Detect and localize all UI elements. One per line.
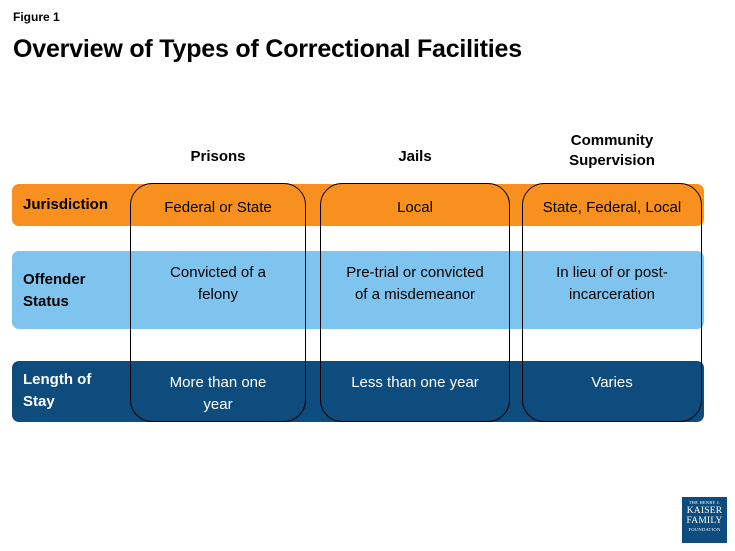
logo-line-4: FOUNDATION <box>688 527 721 532</box>
kaiser-family-foundation-logo: THE HENRY J. KAISER FAMILY FOUNDATION <box>682 497 727 543</box>
cell-length-of-stay-prisons: More than one year <box>169 374 267 413</box>
row-band-jurisdiction <box>12 184 704 226</box>
row-band-offender-status <box>12 251 704 329</box>
column-header-community-supervision: Community Supervision <box>569 132 655 169</box>
logo-line-1: THE HENRY J. <box>688 500 721 505</box>
row-band-length-of-stay <box>12 361 704 422</box>
column-header-prisons: Prisons <box>190 148 246 165</box>
cell-jurisdiction-community: State, Federal, Local <box>542 199 682 216</box>
row-label-jurisdiction: Jurisdiction <box>23 196 109 213</box>
page-title: Overview of Types of Correctional Facili… <box>13 35 522 63</box>
logo-line-2: KAISER <box>686 506 723 516</box>
column-outline-jails <box>320 183 510 422</box>
column-header-jails: Jails <box>398 148 432 165</box>
cell-length-of-stay-jails: Less than one year <box>351 374 479 391</box>
cell-jurisdiction-prisons: Federal or State <box>164 199 272 216</box>
cell-offender-status-jails: Pre-trial or convicted of a misdemeanor <box>346 264 484 303</box>
figure-label: Figure 1 <box>13 10 60 24</box>
cell-jurisdiction-jails: Local <box>397 199 433 216</box>
row-label-offender-status: Offender Status <box>23 271 86 310</box>
row-label-length-of-stay: Length of Stay <box>23 371 92 410</box>
cell-offender-status-community: In lieu of or post- incarceration <box>556 264 668 303</box>
cell-offender-status-prisons: Convicted of a felony <box>170 264 266 303</box>
logo-line-3: FAMILY <box>686 516 723 526</box>
column-outline-prisons <box>130 183 306 422</box>
cell-length-of-stay-community: Varies <box>591 374 633 391</box>
column-outline-community-supervision <box>522 183 702 422</box>
